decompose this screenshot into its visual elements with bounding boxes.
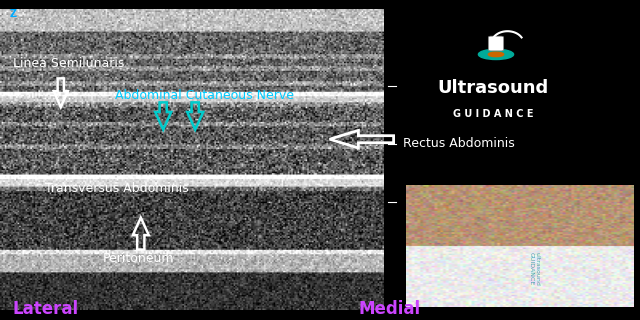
Ellipse shape bbox=[479, 49, 514, 60]
Text: Medial: Medial bbox=[358, 300, 420, 317]
Text: Abdominal Cutaneous Nerve: Abdominal Cutaneous Nerve bbox=[115, 89, 294, 102]
Text: Linea Semilunaris: Linea Semilunaris bbox=[13, 57, 124, 70]
Text: Z: Z bbox=[10, 9, 17, 19]
Text: Lateral: Lateral bbox=[13, 300, 79, 317]
Ellipse shape bbox=[488, 52, 504, 57]
Text: Peritoneum: Peritoneum bbox=[102, 252, 174, 265]
Text: G U I D A N C E: G U I D A N C E bbox=[452, 109, 533, 119]
FancyBboxPatch shape bbox=[488, 36, 504, 51]
Text: Transversus Abdominis: Transversus Abdominis bbox=[45, 182, 189, 195]
Text: Rectus Abdominis: Rectus Abdominis bbox=[403, 137, 515, 150]
Text: Ultrasound: Ultrasound bbox=[437, 79, 548, 97]
Text: ultrasound
GUIDANCE: ultrasound GUIDANCE bbox=[529, 252, 540, 286]
